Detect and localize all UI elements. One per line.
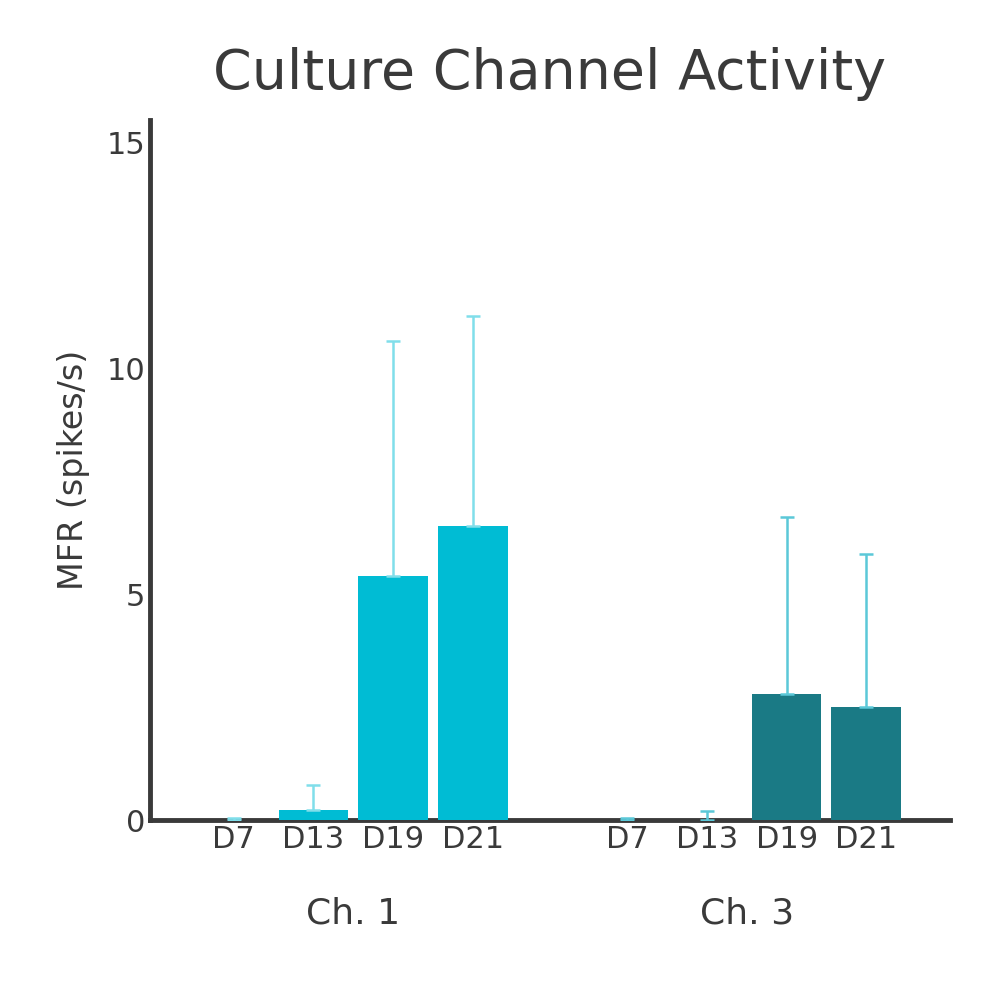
Text: Ch. 3: Ch. 3: [700, 896, 794, 930]
Text: Ch. 1: Ch. 1: [306, 896, 400, 930]
Y-axis label: MFR (spikes/s): MFR (spikes/s): [57, 350, 90, 590]
Title: Culture Channel Activity: Culture Channel Activity: [213, 47, 887, 101]
Bar: [438, 526, 508, 820]
Bar: [358, 576, 428, 820]
Bar: [831, 707, 901, 820]
Bar: [752, 694, 821, 820]
Bar: [279, 810, 348, 820]
